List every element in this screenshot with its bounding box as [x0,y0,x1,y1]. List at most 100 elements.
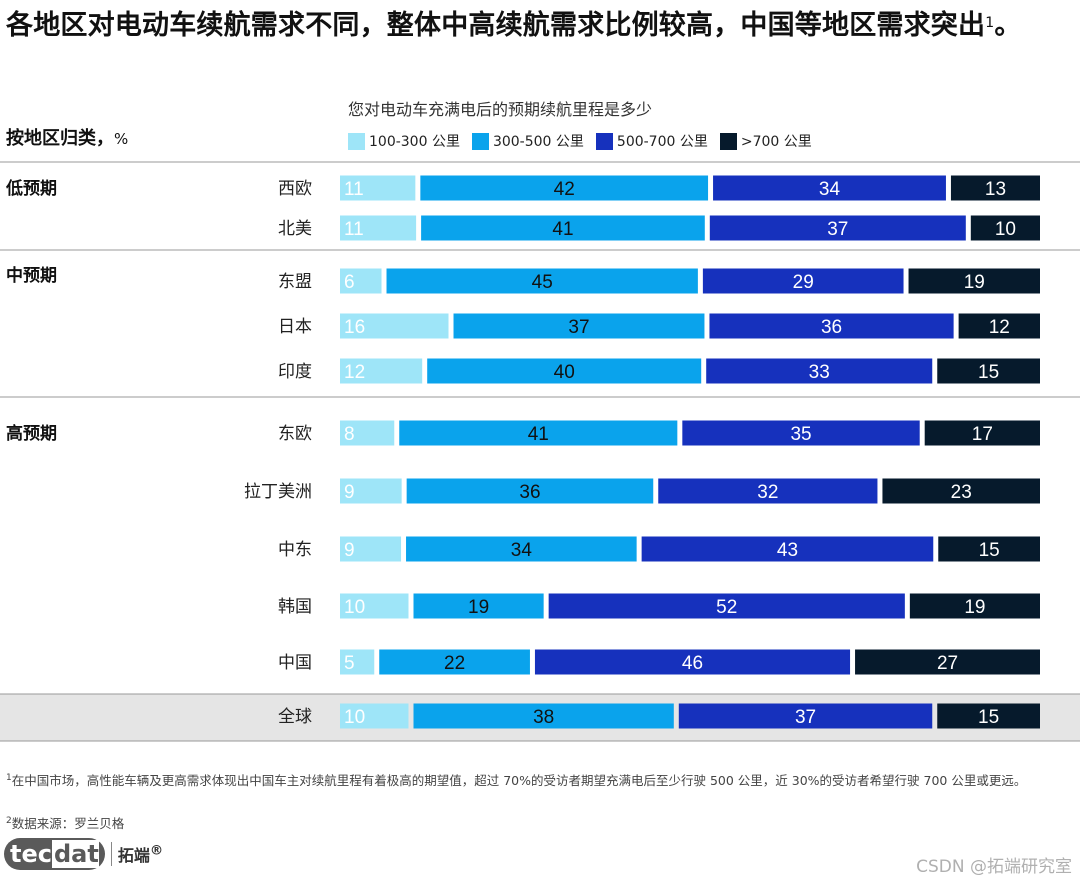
data-label: 15 [978,707,999,728]
bar-segment [340,268,382,294]
data-label: 19 [964,597,985,618]
bar-segment [413,593,544,619]
bar-segment [340,593,409,619]
bar-segment [678,703,933,729]
bar-segment [386,268,698,294]
region-label: 中东 [278,540,312,560]
data-label: 22 [444,653,465,674]
data-label: 38 [533,707,554,728]
data-label: 45 [532,272,553,293]
bar-segment [709,215,966,241]
bar-segment [937,358,1040,384]
data-label: 15 [978,362,999,383]
legend-swatch-3 [595,132,613,150]
data-label: 46 [682,653,703,674]
question-text: 您对电动车充满电后的预期续航里程是多少 [348,100,653,119]
data-label: 10 [344,597,365,618]
region-label: 韩国 [278,597,312,617]
footnote-2: 2数据来源：罗兰贝格 [6,815,125,831]
data-label: 33 [809,362,830,383]
bar-segment [340,703,409,729]
bar-segment [340,420,395,446]
chart-title: 各地区对电动车续航需求不同，整体中高续航需求比例较高，中国等地区需求突出1。 [6,10,1022,41]
bar-segment [399,420,678,446]
bar-segment [641,536,934,562]
legend-item-3: 500-700 公里 [595,131,708,151]
brand-logo: tecdat 拓端® [4,838,163,870]
bar-segment [379,649,530,675]
bar-segment [548,593,905,619]
bar-segment [340,478,402,504]
data-label: 27 [937,653,958,674]
bar-segment [420,175,709,201]
bar-segment [427,358,702,384]
tecdat-logo: tecdat [4,838,105,870]
data-label: 43 [777,540,798,561]
bar-segment [406,536,637,562]
bar-segment [706,358,933,384]
data-label: 10 [344,707,365,728]
bar-segment [937,703,1040,729]
data-label: 29 [793,272,814,293]
bar-segment [453,313,705,339]
data-label: 34 [819,179,841,200]
data-label: 42 [554,179,575,200]
bar-segment [924,420,1040,446]
bar-segment [340,313,449,339]
region-label: 北美 [278,219,312,239]
legend-swatch-1 [348,132,365,150]
data-label: 19 [468,597,489,618]
bar-segment [908,268,1040,294]
brand-divider [110,842,112,866]
bar-segment [406,478,654,504]
legend-item-1: 100-300 公里 [348,131,460,151]
group-label: 中预期 [6,265,57,286]
bar-segment [340,358,423,384]
subtitle-unit: % [114,130,129,148]
data-label: 34 [511,540,533,561]
bar-segment [340,175,416,201]
region-label: 东盟 [278,272,312,292]
bar-segment [534,649,851,675]
data-label: 40 [554,362,575,383]
data-label: 12 [344,362,365,383]
region-label: 东欧 [278,424,312,444]
bar-segment [938,536,1040,562]
bar-segment [950,175,1040,201]
bar-segment [970,215,1040,241]
bar-segment [855,649,1040,675]
legend-item-4: >700 公里 [719,131,812,151]
bar-segment [340,536,402,562]
legend-swatch-2 [471,132,489,150]
data-label: 37 [827,219,848,240]
data-label: 13 [985,179,1006,200]
region-label: 中国 [278,653,312,673]
data-label: 35 [790,424,811,445]
bar-segment [682,420,920,446]
data-label: 11 [344,179,364,200]
bar-segment [909,593,1040,619]
data-label: 8 [344,424,355,445]
data-label: 11 [344,219,364,240]
data-label: 5 [344,653,355,674]
data-label: 23 [951,482,972,503]
legend-label-4: >700 公里 [740,134,812,150]
legend: 100-300 公里 300-500 公里 500-700 公里 >700 公里 [348,131,812,151]
watermark: CSDN @拓端研究室 [916,857,1072,877]
region-label: 全球 [278,707,312,727]
data-label: 10 [995,219,1016,240]
bar-segment [702,268,904,294]
bar-segment [421,215,705,241]
data-label: 41 [528,424,549,445]
data-label: 37 [795,707,816,728]
group-label: 低预期 [5,178,57,199]
legend-label-1: 100-300 公里 [369,134,460,150]
legend-label-2: 300-500 公里 [492,134,584,150]
brand-name: 拓端® [117,843,164,865]
region-label: 西欧 [278,179,312,199]
data-label: 9 [344,482,355,503]
group-label: 高预期 [6,423,57,444]
data-label: 17 [972,424,993,445]
legend-item-2: 300-500 公里 [471,131,584,151]
data-label: 6 [344,272,355,293]
